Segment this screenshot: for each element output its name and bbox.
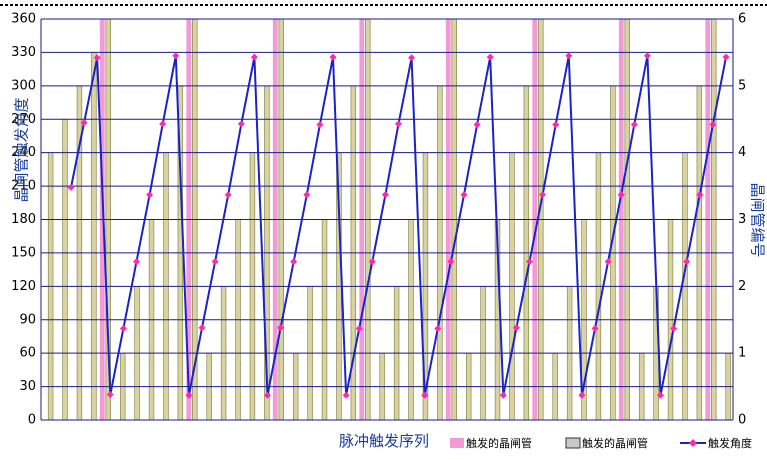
line-marker (277, 324, 285, 332)
line-marker (342, 391, 350, 399)
y-right-tick-label: 2 (738, 279, 746, 294)
line-marker (434, 324, 442, 332)
y-left-tick-label: 240 (11, 145, 36, 160)
line-marker (237, 120, 245, 128)
line-marker (578, 391, 586, 399)
line-marker (211, 258, 219, 266)
line-marker (264, 391, 271, 399)
y-right-tick-label: 4 (738, 145, 746, 160)
line-marker (604, 258, 612, 266)
line-marker (447, 258, 455, 266)
line-marker (93, 54, 101, 62)
line-marker (630, 121, 638, 129)
y-left-tick-label: 90 (19, 312, 36, 327)
line-marker (499, 391, 507, 399)
tick-layer: 0 30 60 90 120 150 180 210 240 270 300 330 360 0 1 2 3 4 5… (11, 12, 746, 428)
legend-swatch-pink (450, 438, 464, 448)
line-marker (565, 52, 573, 60)
line-marker (172, 52, 180, 60)
line-marker (657, 391, 664, 399)
line-marker (709, 121, 717, 129)
legend-swatch-grey (565, 437, 581, 449)
y-right-tick-label: 3 (738, 212, 746, 227)
line-marker (460, 191, 468, 199)
legend: 触发的晶闸管 触发的晶闸管 触发角度 (450, 436, 752, 450)
line-marker (552, 121, 560, 129)
line-marker (539, 191, 547, 199)
bar-olive (62, 118, 68, 421)
y-left-tick-label: 120 (11, 279, 36, 294)
y-left-tick-label: 300 (11, 78, 36, 93)
line-marker (290, 258, 298, 266)
line-marker (303, 191, 311, 199)
line-marker (159, 120, 167, 128)
line-marker (316, 121, 324, 129)
y-left-tick-label: 150 (11, 245, 36, 260)
y-left-tick-label: 180 (11, 212, 36, 227)
line-marker (722, 53, 730, 61)
y-left-tick-label: 360 (11, 12, 36, 27)
grid-layer (0, 4, 767, 421)
y-left-tick-label: 270 (11, 112, 36, 127)
line-marker (119, 324, 127, 332)
line-marker (381, 191, 389, 199)
legend-label-grey: 触发的晶闸管 (582, 436, 648, 450)
line-marker (106, 391, 114, 399)
line-marker (198, 324, 206, 332)
y-axis-left-title: 晶闸管触发角度 (13, 97, 31, 202)
y-left-tick-label: 0 (28, 413, 36, 428)
legend-label-line: 触发角度 (708, 436, 752, 450)
y-right-tick-label: 5 (738, 78, 746, 93)
line-marker (250, 53, 258, 61)
line-marker (80, 119, 88, 127)
line-marker (146, 191, 154, 199)
y-left-tick-label: 60 (19, 346, 36, 361)
legend-label-pink: 触发的晶闸管 (466, 436, 532, 450)
legend-swatch-marker (689, 439, 697, 447)
y-right-tick-label: 0 (738, 413, 746, 428)
y-axis-right-title: 晶闸管编号 (749, 182, 767, 257)
y-left-tick-label: 330 (11, 45, 36, 60)
line-marker (67, 183, 75, 191)
line-marker (486, 53, 494, 61)
line-marker (185, 391, 193, 399)
y-left-tick-label: 30 (19, 379, 36, 394)
line-marker (696, 191, 704, 199)
line-marker (683, 258, 691, 266)
line-marker (473, 121, 481, 129)
line-marker (670, 324, 678, 332)
line-marker (512, 324, 520, 332)
line-marker (368, 258, 376, 266)
line-marker (133, 258, 140, 266)
line-marker (591, 324, 599, 332)
line-layer (67, 52, 730, 399)
line-marker (617, 191, 625, 199)
line-marker (421, 391, 429, 399)
line-marker (526, 258, 533, 266)
line-marker (355, 324, 363, 332)
y-right-tick-label: 1 (738, 346, 746, 361)
x-axis-title: 脉冲触发序列 (339, 432, 429, 450)
line-marker (329, 53, 337, 61)
line-marker (224, 191, 232, 199)
bar-olive (91, 52, 97, 421)
line-marker (395, 120, 402, 128)
line-marker (408, 54, 416, 62)
y-right-tick-label: 6 (738, 12, 746, 27)
y-left-tick-label: 210 (11, 179, 36, 194)
line-marker (643, 52, 651, 60)
